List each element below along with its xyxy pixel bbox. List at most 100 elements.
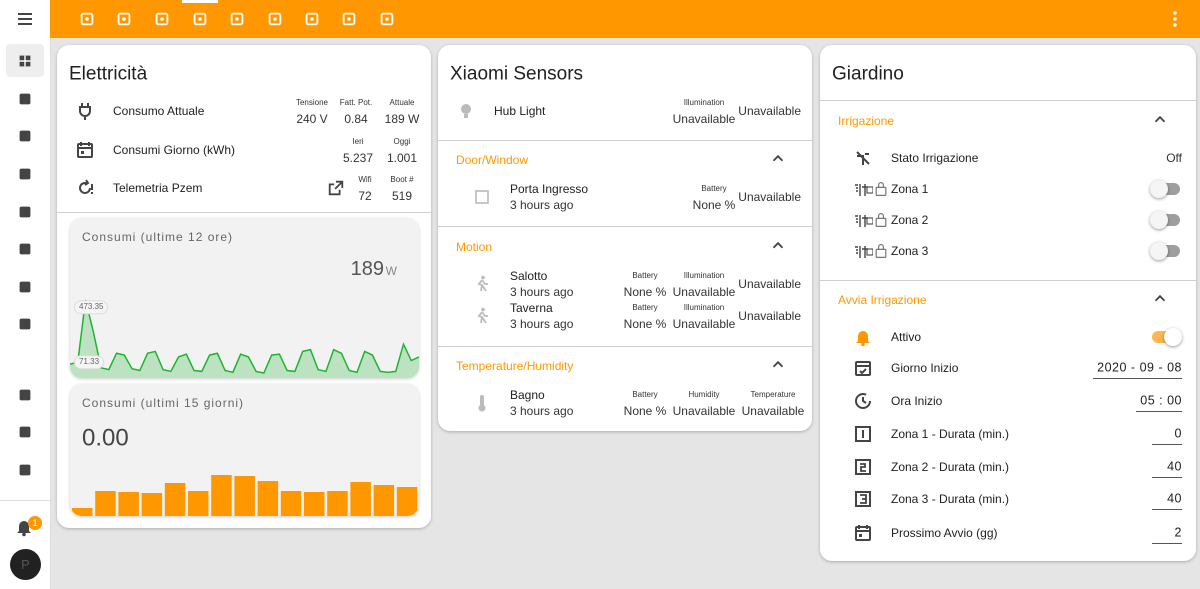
icon [477, 275, 488, 292]
bar [327, 491, 348, 516]
divider [438, 346, 812, 347]
icon [19, 318, 31, 330]
entity-name: Ora Inizio [891, 393, 943, 408]
icon [268, 12, 282, 26]
input-value[interactable]: 2020 - 09 - 08 [1097, 360, 1182, 375]
input-underline [1152, 509, 1182, 510]
toggle[interactable] [1150, 211, 1180, 229]
attribute-value: Unavailable [741, 403, 805, 418]
divider [438, 140, 812, 141]
attribute-value: 189 W [384, 111, 420, 126]
attribute-value: None % [623, 284, 667, 299]
toggle-thumb [1150, 242, 1168, 260]
attribute-label: Oggi [393, 137, 411, 147]
icon [1173, 11, 1177, 27]
attribute-label: Temperature [750, 390, 796, 400]
attribute-value: None % [692, 197, 736, 212]
entity-name: Salotto [510, 268, 548, 283]
entity-state: Unavailable [738, 103, 801, 118]
entity-secondary: 3 hours ago [510, 403, 574, 418]
card-title: Giardino [832, 63, 904, 85]
attribute-label: Illumination [683, 271, 725, 281]
entity-name: Porta Ingresso [510, 181, 589, 196]
card-title: Xiaomi Sensors [450, 63, 584, 85]
attribute-value: 1.001 [386, 150, 418, 165]
icon [19, 389, 31, 401]
bar [118, 492, 139, 516]
bar [188, 491, 209, 516]
graph-state: 0.00 [82, 424, 129, 452]
attribute-value: Unavailable [672, 284, 736, 299]
bar [396, 487, 418, 516]
bar [95, 491, 116, 516]
entity-name: Consumi Giorno (kWh) [113, 142, 236, 157]
attribute-label: Boot # [390, 175, 414, 185]
attribute-label: Battery [632, 390, 658, 400]
entity-name: Attivo [891, 329, 922, 344]
attribute-value: 240 V [296, 111, 328, 126]
attribute-value: 519 [391, 188, 413, 203]
icon [855, 525, 871, 541]
graph-title: Consumi (ultimi 15 giorni) [82, 395, 245, 410]
bar [234, 476, 255, 516]
input-underline [1136, 411, 1182, 412]
input-value[interactable]: 05 : 00 [1140, 393, 1182, 408]
electricity-card: Elettricità Consumo Attuale Tensione 240 V F… [57, 45, 431, 528]
section-header: Temperature/Humidity [456, 358, 574, 373]
active-tab [182, 0, 218, 3]
toggle-thumb [1164, 328, 1182, 346]
entity-name: Zona 3 [891, 243, 929, 258]
icon [772, 154, 784, 162]
icon [117, 12, 131, 26]
toggle[interactable] [1152, 328, 1182, 346]
icon [855, 215, 873, 227]
entity-secondary: 3 hours ago [510, 284, 574, 299]
icon [19, 243, 31, 255]
card-title: Elettricità [69, 63, 148, 85]
input-value[interactable]: 40 [1167, 491, 1182, 506]
sidebar-divider [0, 500, 50, 501]
entity-name: Zona 3 - Durata (min.) [891, 491, 1010, 506]
icon [856, 151, 870, 165]
icon [875, 213, 887, 227]
icon [19, 93, 31, 105]
extreme-label: 473.35 [74, 300, 109, 314]
attribute-label: Attuale [389, 98, 415, 108]
icon [875, 244, 887, 258]
area [70, 300, 419, 378]
entity-secondary: 3 hours ago [510, 316, 574, 331]
bar [211, 475, 232, 516]
graph-state: 189 [350, 258, 384, 280]
icon [19, 426, 31, 438]
toggle[interactable] [1150, 242, 1180, 260]
entity-name: Giorno Inizio [891, 360, 959, 375]
notification-badge: 1 [28, 516, 42, 530]
avatar[interactable]: P [10, 549, 41, 580]
graph-card: Consumi (ultime 12 ore) 189 W 473.35 71.33 [70, 218, 419, 378]
attribute-value: 72 [358, 188, 372, 203]
toggle[interactable] [1150, 180, 1180, 198]
input-value[interactable]: 2 [1174, 525, 1182, 540]
xiaomi-card: Xiaomi Sensors Hub Light Illumination Unava… [438, 45, 812, 431]
attribute-label: Humidity [688, 390, 720, 400]
entity-state: Unavailable [738, 276, 801, 291]
attribute-label: Illumination [683, 98, 725, 108]
icon [328, 180, 344, 196]
input-value[interactable]: 40 [1167, 459, 1182, 474]
input-underline [1093, 378, 1182, 379]
attribute-value: Unavailable [672, 316, 736, 331]
icon [477, 307, 488, 324]
input-value[interactable]: 0 [1174, 426, 1182, 441]
icon [80, 12, 94, 26]
icon [77, 142, 93, 158]
entity-secondary: 3 hours ago [510, 197, 574, 212]
entity-name: Stato Irrigazione [891, 150, 979, 165]
icon [17, 521, 31, 537]
section-header: Motion [456, 239, 493, 254]
extreme-label: 71.33 [74, 355, 105, 369]
bar [164, 483, 186, 516]
section-header: Avvia Irrigazione [838, 292, 927, 307]
entity-name: Telemetria Pzem [113, 180, 203, 195]
bar [373, 485, 395, 516]
icon [305, 12, 319, 26]
